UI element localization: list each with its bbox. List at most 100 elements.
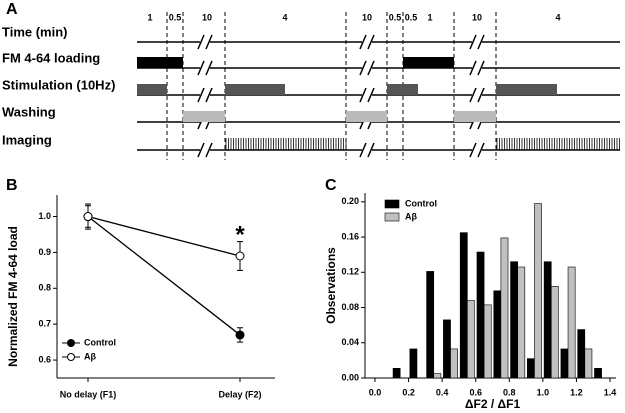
legend-label: Aβ	[84, 351, 96, 361]
break-gap	[362, 39, 372, 45]
legend-label: Aβ	[405, 211, 417, 221]
bar	[594, 368, 602, 379]
bar	[450, 348, 458, 379]
break	[359, 60, 367, 76]
break-gap	[362, 65, 372, 71]
protocol-block	[225, 84, 285, 95]
bar	[534, 203, 542, 379]
time-label: 1	[147, 12, 152, 22]
x-tick-label: 1.4	[604, 387, 617, 397]
bar	[476, 251, 485, 379]
row-label: Time (min)	[2, 24, 68, 39]
y-tick-label: 0.7	[38, 319, 51, 329]
protocol-block	[454, 111, 496, 122]
break	[469, 87, 477, 103]
x-axis-label: ΔF2 / ΔF1	[465, 397, 521, 411]
bar	[500, 237, 509, 379]
bar	[409, 348, 418, 379]
row-label: Imaging	[2, 132, 52, 147]
row-label: Stimulation (10Hz)	[2, 77, 115, 92]
break-gap	[472, 92, 482, 98]
protocol-block	[387, 84, 418, 95]
y-tick-label: 0.20	[341, 196, 359, 206]
break-gap	[200, 147, 210, 153]
bar	[459, 232, 468, 379]
break-gap	[362, 147, 372, 153]
protocol-block	[183, 111, 225, 122]
x-tick-label: 0.6	[469, 387, 482, 397]
bar	[392, 368, 401, 379]
x-tick-label: 0.0	[369, 387, 382, 397]
row-label: FM 4-64 loading	[2, 50, 100, 65]
break-gap	[200, 65, 210, 71]
time-label: 10	[472, 12, 482, 22]
break	[469, 60, 477, 76]
time-label: 0.5	[389, 12, 402, 22]
y-tick-label: 0.9	[38, 247, 51, 257]
y-tick-label: 0.16	[341, 231, 359, 241]
bar	[493, 290, 502, 379]
break	[477, 87, 485, 103]
legend-swatch	[384, 212, 400, 222]
bar	[560, 348, 569, 379]
row-label: Washing	[2, 104, 56, 119]
bar	[433, 373, 442, 379]
legend-marker	[67, 339, 75, 347]
series-line	[87, 215, 241, 257]
break-gap	[472, 147, 482, 153]
y-axis-label: Observations	[324, 247, 338, 324]
bar	[577, 329, 586, 379]
bar	[510, 261, 518, 379]
x-tick-label: 1.0	[537, 387, 550, 397]
protocol-block	[137, 57, 183, 68]
time-label: 10	[202, 12, 212, 22]
x-tick-label: 0.4	[436, 387, 449, 397]
break	[205, 60, 213, 76]
x-tick-label: 0.8	[503, 387, 516, 397]
break-gap	[472, 65, 482, 71]
break	[367, 87, 375, 103]
bar	[443, 319, 451, 379]
break	[477, 142, 485, 158]
x-tick-label: 1.2	[570, 387, 583, 397]
y-axis-label: Normalized FM 4-64 load	[6, 226, 20, 367]
panel-label: C	[325, 177, 337, 194]
bar	[543, 261, 552, 379]
break	[197, 60, 205, 76]
series-line	[87, 216, 241, 336]
break	[197, 34, 205, 50]
x-tick-label: Delay (F2)	[218, 389, 261, 399]
time-label: 0.5	[405, 12, 418, 22]
time-label: 4	[282, 12, 287, 22]
protocol-block	[137, 84, 167, 95]
bar	[584, 348, 593, 379]
protocol-block	[403, 57, 454, 68]
protocol-block	[346, 111, 387, 122]
x-tick-label: 0.2	[402, 387, 415, 397]
y-tick-label: 0.04	[341, 337, 359, 347]
panel-label: B	[6, 177, 18, 194]
break	[477, 60, 485, 76]
break-gap	[362, 92, 372, 98]
break	[359, 87, 367, 103]
protocol-block	[496, 84, 557, 95]
bar	[567, 266, 576, 379]
break	[205, 142, 213, 158]
y-tick-label: 0.00	[341, 372, 359, 382]
break	[477, 34, 485, 50]
break	[205, 87, 213, 103]
y-tick-label: 0.8	[38, 283, 51, 293]
x-tick-label: No delay (F1)	[60, 389, 117, 399]
bar	[426, 271, 435, 379]
time-label: 4	[555, 12, 560, 22]
legend-marker	[67, 353, 75, 361]
legend-label: Control	[84, 337, 116, 347]
bar	[527, 358, 535, 379]
break	[359, 142, 367, 158]
y-tick-label: 0.08	[341, 302, 359, 312]
point	[235, 251, 245, 261]
legend-label: Control	[405, 198, 437, 208]
bar	[483, 304, 492, 379]
break-gap	[472, 39, 482, 45]
